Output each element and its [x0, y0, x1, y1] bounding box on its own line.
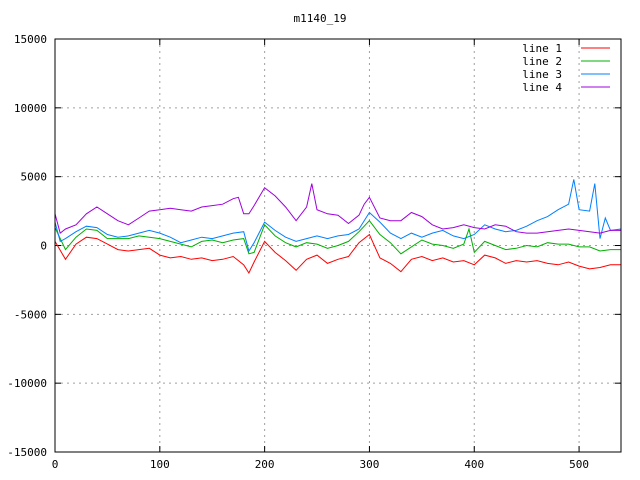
x-tick-label: 400 [464, 458, 484, 471]
x-tick-label: 200 [255, 458, 275, 471]
y-tick-label: -10000 [7, 377, 47, 390]
legend-label: line 4 [522, 81, 562, 94]
chart-title: m1140_19 [294, 12, 347, 25]
y-tick-label: 10000 [14, 102, 47, 115]
y-tick-label: 0 [40, 240, 47, 253]
y-tick-label: 5000 [21, 171, 48, 184]
axis-ticks: -15000 -10000 -5000 0 5000 10000 15000 0 100 200 3… [7, 33, 621, 471]
series-line-4 [54, 183, 621, 234]
x-tick-label: 500 [569, 458, 589, 471]
x-tick-label: 0 [52, 458, 59, 471]
plot-border [54, 38, 622, 453]
series-line-2 [54, 219, 621, 255]
legend-label: line 1 [522, 42, 562, 55]
x-tick-label: 100 [150, 458, 170, 471]
series-line-3 [54, 179, 622, 253]
y-tick-label: 15000 [14, 33, 47, 46]
y-tick-label: -5000 [14, 308, 47, 321]
legend-label: line 2 [522, 55, 562, 68]
series-line-1 [54, 233, 621, 275]
x-tick-label: 300 [360, 458, 380, 471]
y-tick-label: -15000 [7, 446, 47, 459]
legend-label: line 3 [522, 68, 562, 81]
series-lines [54, 179, 622, 275]
